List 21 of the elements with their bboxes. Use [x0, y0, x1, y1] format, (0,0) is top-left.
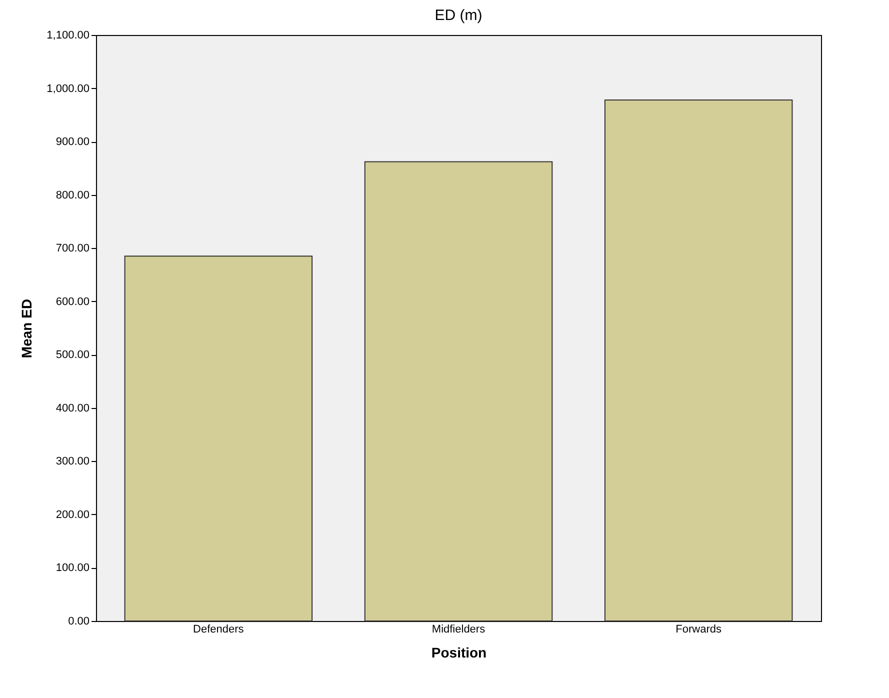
y-tick-label: 1,000.00	[46, 82, 90, 95]
bar	[364, 161, 553, 622]
x-axis-title: Position	[431, 644, 487, 660]
y-tick-label: 200.00	[56, 508, 90, 521]
bar	[124, 256, 313, 622]
y-tick-label: 700.00	[56, 242, 90, 255]
y-tick-label: 1,100.00	[46, 30, 90, 42]
y-tick-label: 500.00	[56, 349, 90, 362]
y-tick-label: 0.00	[68, 616, 90, 628]
y-tick-label: 300.00	[56, 456, 90, 468]
y-tick-label: 100.00	[56, 562, 90, 574]
y-tick-label: 800.00	[56, 189, 90, 202]
y-tick-label: 600.00	[56, 296, 90, 308]
x-tick-label: Defenders	[193, 624, 244, 636]
x-tick-label: Midfielders	[432, 624, 486, 636]
chart-title: ED (m)	[434, 7, 482, 24]
y-axis-title: Mean ED	[18, 298, 35, 358]
y-tick-label: 400.00	[56, 402, 90, 414]
bar	[604, 99, 793, 622]
x-tick-label: Forwards	[676, 624, 722, 636]
y-tick-label: 900.00	[56, 136, 90, 148]
